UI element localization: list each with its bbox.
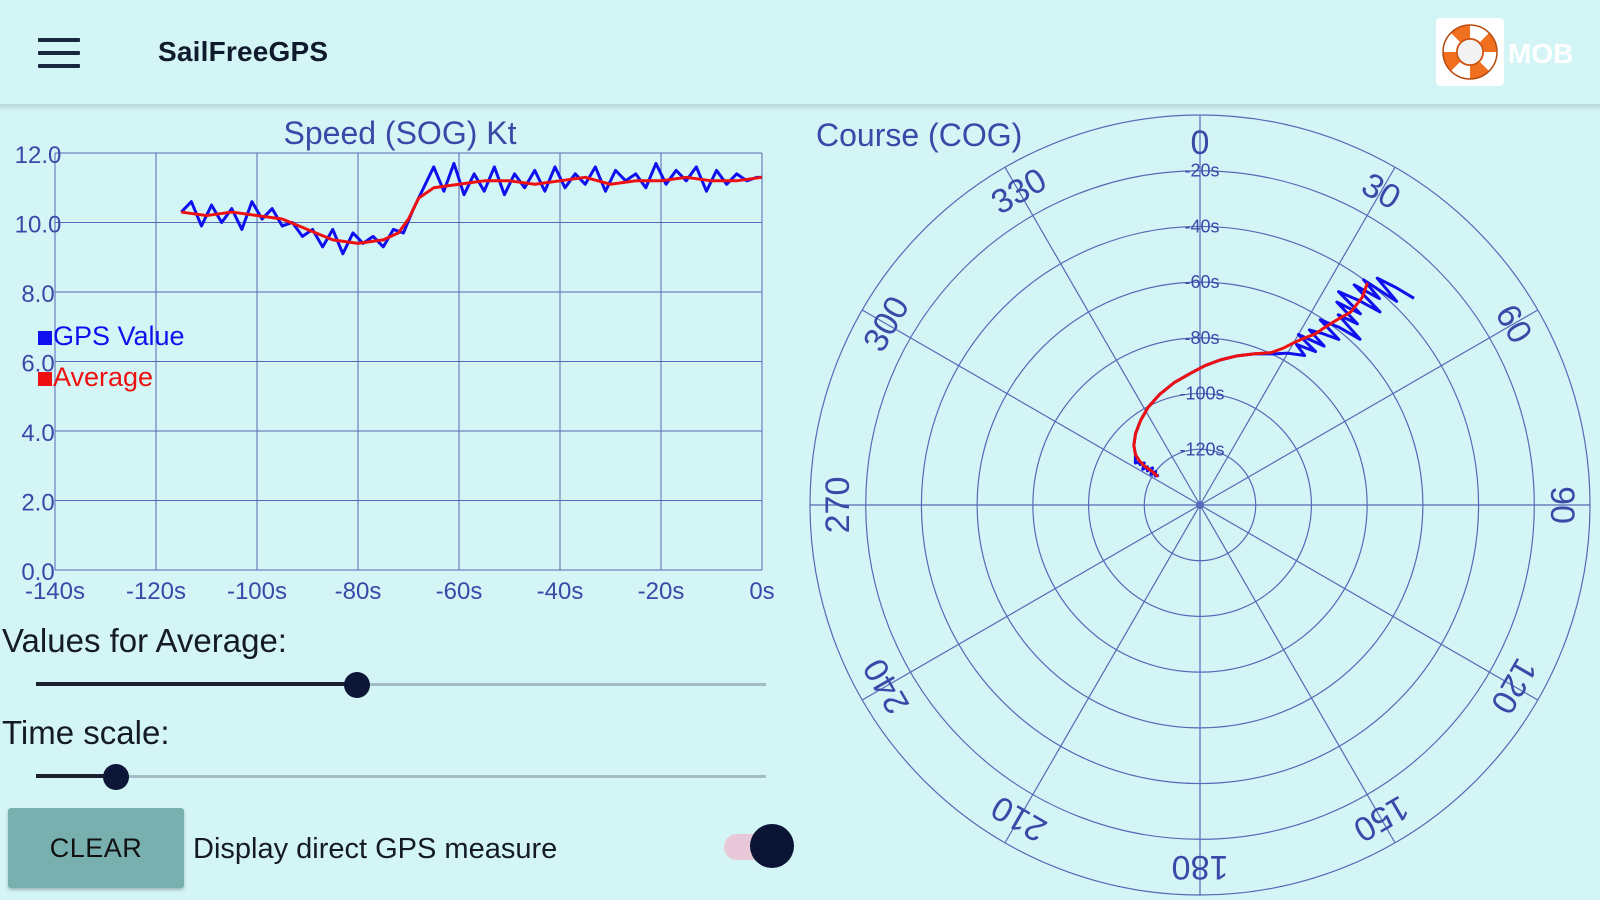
polar-angle-label: 270 [819, 477, 857, 534]
average-label: Values for Average: [2, 622, 287, 659]
speed-x-tick-label: -140s [25, 578, 85, 605]
polar-angle-label: 180 [1172, 848, 1229, 886]
polar-angle-label: 150 [1347, 788, 1415, 849]
speed-y-tick-label: 0.0 [21, 559, 54, 586]
course-average-line [1132, 282, 1369, 478]
speed-gps-line [180, 161, 762, 256]
timescale-slider-thumb[interactable] [103, 764, 130, 790]
polar-spoke [1199, 504, 1396, 844]
timescale-slider-track [36, 775, 766, 778]
polar-spoke [1004, 166, 1201, 506]
speed-y-tick-label: 8.0 [21, 281, 54, 308]
mob-label: MOB [1508, 38, 1574, 69]
polar-spoke [1199, 309, 1539, 506]
gps-toggle-switch[interactable] [724, 822, 794, 870]
timescale-label: Time scale: [2, 714, 170, 751]
hamburger-menu-icon[interactable] [38, 36, 82, 70]
speed-x-tick-label: -120s [126, 578, 186, 605]
polar-spoke [861, 504, 1201, 701]
speed-y-tick-label: 12.0 [15, 142, 62, 169]
app-title: SailFreeGPS [158, 36, 329, 67]
polar-spoke [861, 309, 1201, 506]
speed-x-tick-label: -40s [537, 578, 584, 605]
polar-angle-label: 240 [856, 652, 917, 720]
speed-chart: Speed (SOG) Kt 0.02.04.06.08.010.012.0 -… [15, 115, 775, 605]
polar-spoke [1199, 166, 1396, 506]
polar-angle-label: 30 [1355, 166, 1407, 218]
timescale-slider[interactable] [36, 762, 766, 792]
polar-radial-label: -120s [1179, 439, 1224, 459]
polar-angle-label: 210 [985, 788, 1053, 849]
app-bar: SailFreeGPS MOB [0, 0, 1600, 107]
speed-chart-legend: GPS Value Average [38, 321, 185, 392]
speed-x-tick-label: -80s [335, 578, 382, 605]
legend-swatch [38, 372, 52, 386]
course-chart-grid [809, 114, 1591, 896]
clear-button[interactable]: CLEAR [8, 808, 184, 888]
course-chart-series [1132, 276, 1415, 478]
polar-spoke [1199, 504, 1539, 701]
timescale-slider-fill [36, 774, 117, 778]
gps-toggle-label: Display direct GPS measure [193, 833, 558, 865]
speed-average-line [181, 175, 763, 245]
speed-chart-x-ticks: -140s -120s -100s -80s -60s -40s -20s 0s [25, 578, 775, 605]
lifebuoy-icon [1436, 18, 1504, 86]
polar-angle-label: 60 [1488, 298, 1540, 350]
course-chart: -20s -40s -60s -80s -100s -120s 0 30 60 90 120 150… [809, 114, 1591, 896]
legend-label: GPS Value [53, 321, 185, 351]
polar-radial-label: -20s [1184, 161, 1219, 181]
speed-x-tick-label: -60s [436, 578, 483, 605]
legend-swatch [38, 331, 52, 345]
polar-angle-label: 0 [1191, 124, 1210, 162]
course-chart-title: Course (COG) [816, 117, 1022, 153]
menu-bar-top [38, 38, 80, 42]
speed-x-tick-label: -20s [638, 578, 685, 605]
polar-angle-label: 330 [985, 161, 1053, 222]
polar-spoke [1004, 504, 1201, 844]
legend-label: Average [53, 362, 153, 392]
polar-radial-label: -80s [1184, 328, 1219, 348]
speed-x-tick-label: -100s [227, 578, 287, 605]
polar-center [1196, 501, 1204, 509]
average-slider-thumb[interactable] [344, 672, 371, 698]
speed-chart-grid [54, 152, 763, 571]
mob-button[interactable]: MOB [1436, 18, 1586, 88]
speed-y-tick-label: 2.0 [21, 490, 54, 517]
course-chart-radial-labels: -20s -40s -60s -80s -100s -120s [1179, 161, 1224, 460]
polar-angle-label: 300 [856, 290, 917, 358]
polar-angle-label: 120 [1483, 652, 1544, 720]
speed-chart-series [180, 161, 763, 256]
polar-radial-label: -40s [1184, 216, 1219, 236]
speed-x-tick-label: 0s [749, 578, 774, 605]
average-slider-fill [36, 682, 358, 686]
speed-chart-title: Speed (SOG) Kt [284, 115, 517, 151]
menu-bar-middle [38, 51, 80, 55]
polar-radial-label: -100s [1179, 384, 1224, 404]
polar-radial-label: -60s [1184, 272, 1219, 292]
menu-bar-bottom [38, 64, 80, 68]
average-slider[interactable] [36, 670, 766, 700]
polar-angle-label: 90 [1543, 486, 1581, 524]
speed-y-tick-label: 10.0 [15, 212, 62, 239]
gps-toggle-knob [750, 824, 794, 868]
speed-y-tick-label: 4.0 [21, 420, 54, 447]
average-slider-track [36, 683, 766, 686]
